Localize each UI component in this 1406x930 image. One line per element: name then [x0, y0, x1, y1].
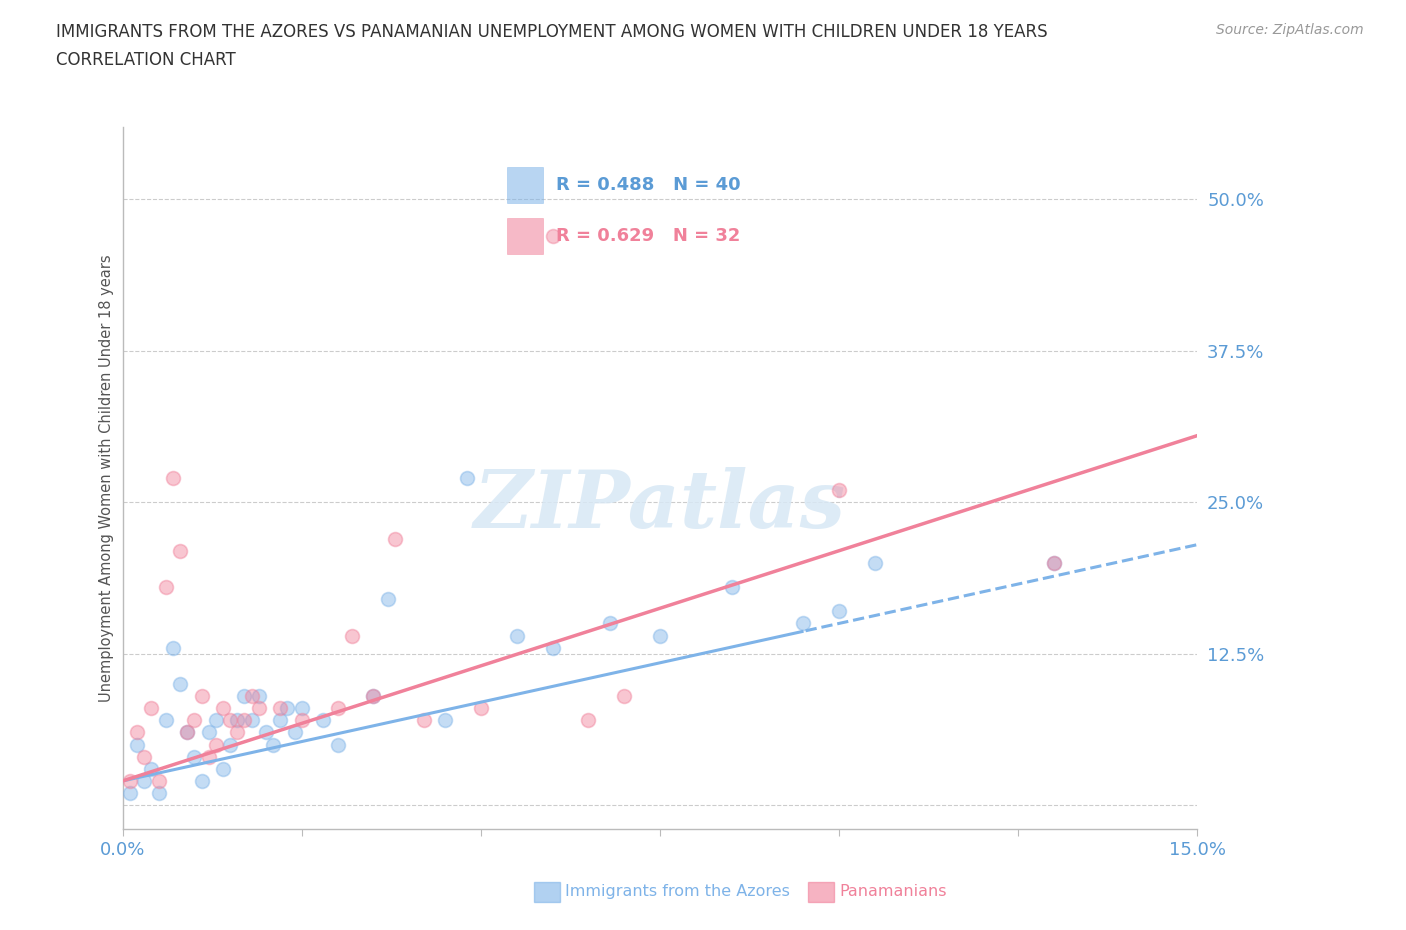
- Point: [233, 689, 256, 704]
- Point: [269, 713, 291, 728]
- Point: [212, 762, 235, 777]
- Point: [141, 762, 163, 777]
- Point: [576, 713, 599, 728]
- Point: [312, 713, 335, 728]
- Point: [134, 774, 156, 789]
- Text: CORRELATION CHART: CORRELATION CHART: [56, 51, 236, 69]
- Point: [183, 713, 205, 728]
- Point: [470, 701, 492, 716]
- Point: [169, 676, 191, 691]
- Point: [254, 725, 277, 740]
- Text: Immigrants from the Azores: Immigrants from the Azores: [565, 884, 790, 899]
- Text: Source: ZipAtlas.com: Source: ZipAtlas.com: [1216, 23, 1364, 37]
- Point: [599, 616, 621, 631]
- Point: [219, 737, 242, 752]
- Point: [720, 579, 742, 594]
- Point: [155, 713, 177, 728]
- Point: [118, 786, 141, 801]
- Point: [125, 725, 148, 740]
- Point: [233, 713, 256, 728]
- Point: [828, 604, 851, 618]
- Point: [205, 713, 228, 728]
- Point: [240, 689, 263, 704]
- Point: [212, 701, 235, 716]
- Point: [1043, 555, 1066, 570]
- Point: [162, 640, 184, 655]
- Point: [648, 628, 671, 643]
- Point: [434, 713, 457, 728]
- Point: [863, 555, 886, 570]
- Point: [148, 774, 170, 789]
- Point: [134, 750, 156, 764]
- Point: [291, 701, 314, 716]
- Point: [340, 628, 363, 643]
- Point: [197, 725, 219, 740]
- Point: [183, 750, 205, 764]
- Point: [377, 591, 399, 606]
- Point: [247, 701, 270, 716]
- Point: [176, 725, 198, 740]
- Point: [506, 628, 529, 643]
- Point: [541, 228, 564, 243]
- Text: ZIPatlas: ZIPatlas: [474, 468, 846, 545]
- Point: [240, 713, 263, 728]
- Point: [226, 713, 249, 728]
- Point: [326, 737, 349, 752]
- Point: [219, 713, 242, 728]
- Point: [1043, 555, 1066, 570]
- Point: [363, 689, 385, 704]
- Point: [247, 689, 270, 704]
- Point: [269, 701, 291, 716]
- Point: [412, 713, 434, 728]
- Point: [190, 774, 212, 789]
- Point: [169, 543, 191, 558]
- Point: [141, 701, 163, 716]
- Point: [155, 579, 177, 594]
- Point: [456, 471, 478, 485]
- Point: [541, 640, 564, 655]
- Point: [176, 725, 198, 740]
- Point: [613, 689, 636, 704]
- Point: [792, 616, 814, 631]
- Point: [162, 471, 184, 485]
- Point: [197, 750, 219, 764]
- Text: Panamanians: Panamanians: [839, 884, 946, 899]
- Point: [125, 737, 148, 752]
- Point: [190, 689, 212, 704]
- Point: [363, 689, 385, 704]
- Y-axis label: Unemployment Among Women with Children Under 18 years: Unemployment Among Women with Children U…: [100, 254, 114, 702]
- Point: [291, 713, 314, 728]
- Text: IMMIGRANTS FROM THE AZORES VS PANAMANIAN UNEMPLOYMENT AMONG WOMEN WITH CHILDREN : IMMIGRANTS FROM THE AZORES VS PANAMANIAN…: [56, 23, 1047, 41]
- Point: [148, 786, 170, 801]
- Point: [226, 725, 249, 740]
- Point: [118, 774, 141, 789]
- Point: [276, 701, 298, 716]
- Point: [828, 483, 851, 498]
- Point: [326, 701, 349, 716]
- Point: [284, 725, 307, 740]
- Point: [384, 531, 406, 546]
- Point: [262, 737, 284, 752]
- Point: [205, 737, 228, 752]
